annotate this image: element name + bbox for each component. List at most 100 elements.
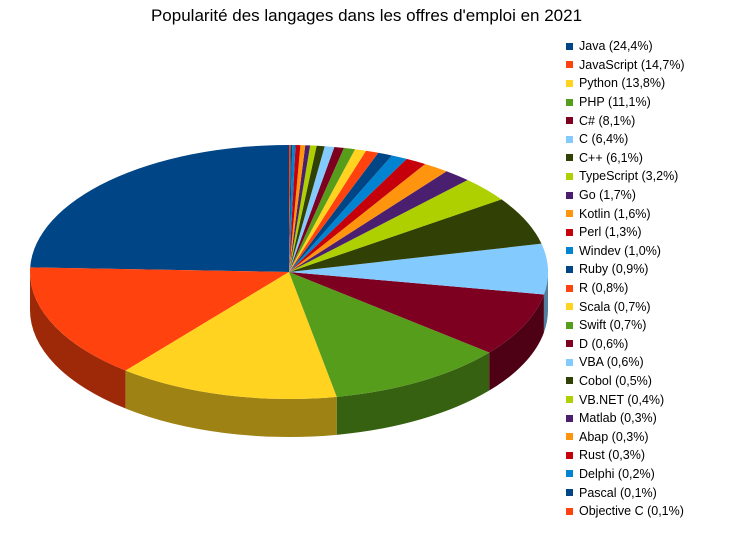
pie-slice-go bbox=[289, 171, 468, 272]
legend-label: C (6,4%) bbox=[579, 132, 629, 147]
legend-swatch bbox=[566, 340, 573, 348]
legend-swatch bbox=[566, 507, 573, 515]
legend-label: Go (1,7%) bbox=[579, 188, 636, 203]
pie-side-python bbox=[125, 370, 337, 437]
legend-swatch bbox=[566, 135, 573, 143]
legend-item-abap: Abap (0,3%) bbox=[566, 427, 685, 446]
legend-item-perl: Perl (1,3%) bbox=[566, 223, 685, 242]
pie-slice-vb-net bbox=[289, 145, 317, 272]
pie-slice-matlab bbox=[289, 145, 311, 272]
legend-swatch bbox=[566, 489, 573, 497]
legend-item-scala: Scala (0,7%) bbox=[566, 297, 685, 316]
legend-label: C++ (6,1%) bbox=[579, 150, 643, 165]
chart-title: Popularité des langages dans les offres … bbox=[150, 6, 583, 25]
legend-label: Swift (0,7%) bbox=[579, 318, 647, 333]
pie-slice-objective-c bbox=[289, 144, 291, 272]
legend-label: Ruby (0,9%) bbox=[579, 262, 649, 277]
pie-slice-rust bbox=[289, 145, 301, 272]
legend-item-pascal: Pascal (0,1%) bbox=[566, 483, 685, 502]
legend-label: VB.NET (0,4%) bbox=[579, 392, 665, 407]
pie-slice-d bbox=[289, 146, 344, 272]
legend-label: Rust (0,3%) bbox=[579, 448, 645, 463]
legend-item-matlab: Matlab (0,3%) bbox=[566, 409, 685, 428]
legend-label: Matlab (0,3%) bbox=[579, 411, 657, 426]
legend-label: R (0,8%) bbox=[579, 281, 629, 296]
legend-swatch bbox=[566, 303, 573, 311]
legend-label: C# (8,1%) bbox=[579, 113, 636, 128]
legend-label: Python (13,8%) bbox=[579, 76, 666, 91]
legend-item-swift: Swift (0,7%) bbox=[566, 316, 685, 335]
legend-label: Windev (1,0%) bbox=[579, 243, 661, 258]
legend-swatch bbox=[566, 228, 573, 236]
legend-item-rust: Rust (0,3%) bbox=[566, 446, 685, 465]
legend: Java (24,4%) JavaScript (14,7%) Python (13… bbox=[566, 37, 685, 520]
legend-swatch bbox=[566, 358, 573, 366]
legend-item-typescript: TypeScript (3,2%) bbox=[566, 167, 685, 186]
legend-item-c: C (6,4%) bbox=[566, 130, 685, 149]
legend-swatch bbox=[566, 154, 573, 162]
legend-swatch bbox=[566, 470, 573, 478]
pie-slice-python bbox=[125, 272, 337, 399]
pie-slice-java bbox=[30, 145, 289, 272]
pie-slice-c bbox=[289, 243, 548, 295]
pie-side-csharp bbox=[489, 294, 544, 391]
pie-slice-cobol bbox=[289, 145, 325, 272]
legend-label: VBA (0,6%) bbox=[579, 355, 644, 370]
legend-swatch bbox=[566, 284, 573, 292]
legend-label: Kotlin (1,6%) bbox=[579, 206, 651, 221]
legend-label: Cobol (0,5%) bbox=[579, 373, 652, 388]
pie-side-c bbox=[543, 272, 548, 333]
legend-label: Abap (0,3%) bbox=[579, 429, 649, 444]
legend-label: TypeScript (3,2%) bbox=[579, 169, 679, 184]
legend-item-cplusplus: C++ (6,1%) bbox=[566, 149, 685, 168]
legend-label: D (0,6%) bbox=[579, 336, 629, 351]
legend-swatch bbox=[566, 79, 573, 87]
legend-swatch bbox=[566, 377, 573, 385]
legend-swatch bbox=[566, 117, 573, 125]
legend-swatch bbox=[566, 98, 573, 106]
legend-swatch bbox=[566, 321, 573, 329]
legend-swatch bbox=[566, 265, 573, 273]
legend-item-objective-c: Objective C (0,1%) bbox=[566, 502, 685, 521]
pie-slice-abap bbox=[289, 145, 306, 272]
pie-slice-scala bbox=[289, 149, 367, 272]
legend-label: Scala (0,7%) bbox=[579, 299, 651, 314]
legend-item-java: Java (24,4%) bbox=[566, 37, 685, 56]
legend-label: Delphi (0,2%) bbox=[579, 466, 655, 481]
pie-slice-csharp bbox=[289, 272, 544, 353]
legend-swatch bbox=[566, 451, 573, 459]
legend-item-go: Go (1,7%) bbox=[566, 186, 685, 205]
pie-slice-pascal bbox=[289, 145, 293, 272]
legend-label: Pascal (0,1%) bbox=[579, 485, 657, 500]
pie-slice-r bbox=[289, 150, 379, 272]
legend-swatch bbox=[566, 414, 573, 422]
legend-label: Java (24,4%) bbox=[579, 39, 653, 54]
legend-item-kotlin: Kotlin (1,6%) bbox=[566, 204, 685, 223]
legend-item-d: D (0,6%) bbox=[566, 335, 685, 354]
pie-slice-typescript bbox=[289, 180, 502, 272]
legend-swatch bbox=[566, 396, 573, 404]
legend-label: Perl (1,3%) bbox=[579, 225, 642, 240]
legend-item-r: R (0,8%) bbox=[566, 279, 685, 298]
legend-item-delphi: Delphi (0,2%) bbox=[566, 465, 685, 484]
pie-slice-vba bbox=[289, 146, 335, 272]
legend-item-vba: VBA (0,6%) bbox=[566, 353, 685, 372]
pie-side-javascript bbox=[30, 272, 126, 409]
legend-swatch bbox=[566, 172, 573, 180]
legend-swatch bbox=[566, 42, 573, 50]
legend-swatch bbox=[566, 210, 573, 218]
legend-item-javascript: JavaScript (14,7%) bbox=[566, 56, 685, 75]
pie-slice-perl bbox=[289, 158, 426, 272]
legend-swatch bbox=[566, 61, 573, 69]
legend-item-ruby: Ruby (0,9%) bbox=[566, 260, 685, 279]
pie-slice-javascript bbox=[30, 267, 289, 371]
pie-slice-ruby bbox=[289, 152, 392, 272]
legend-item-vb-net: VB.NET (0,4%) bbox=[566, 390, 685, 409]
pie-slice-delphi bbox=[289, 145, 296, 272]
pie-slice-windev bbox=[289, 155, 407, 272]
legend-swatch bbox=[566, 247, 573, 255]
legend-label: PHP (11,1%) bbox=[579, 95, 651, 110]
legend-item-cobol: Cobol (0,5%) bbox=[566, 372, 685, 391]
legend-swatch bbox=[566, 191, 573, 199]
